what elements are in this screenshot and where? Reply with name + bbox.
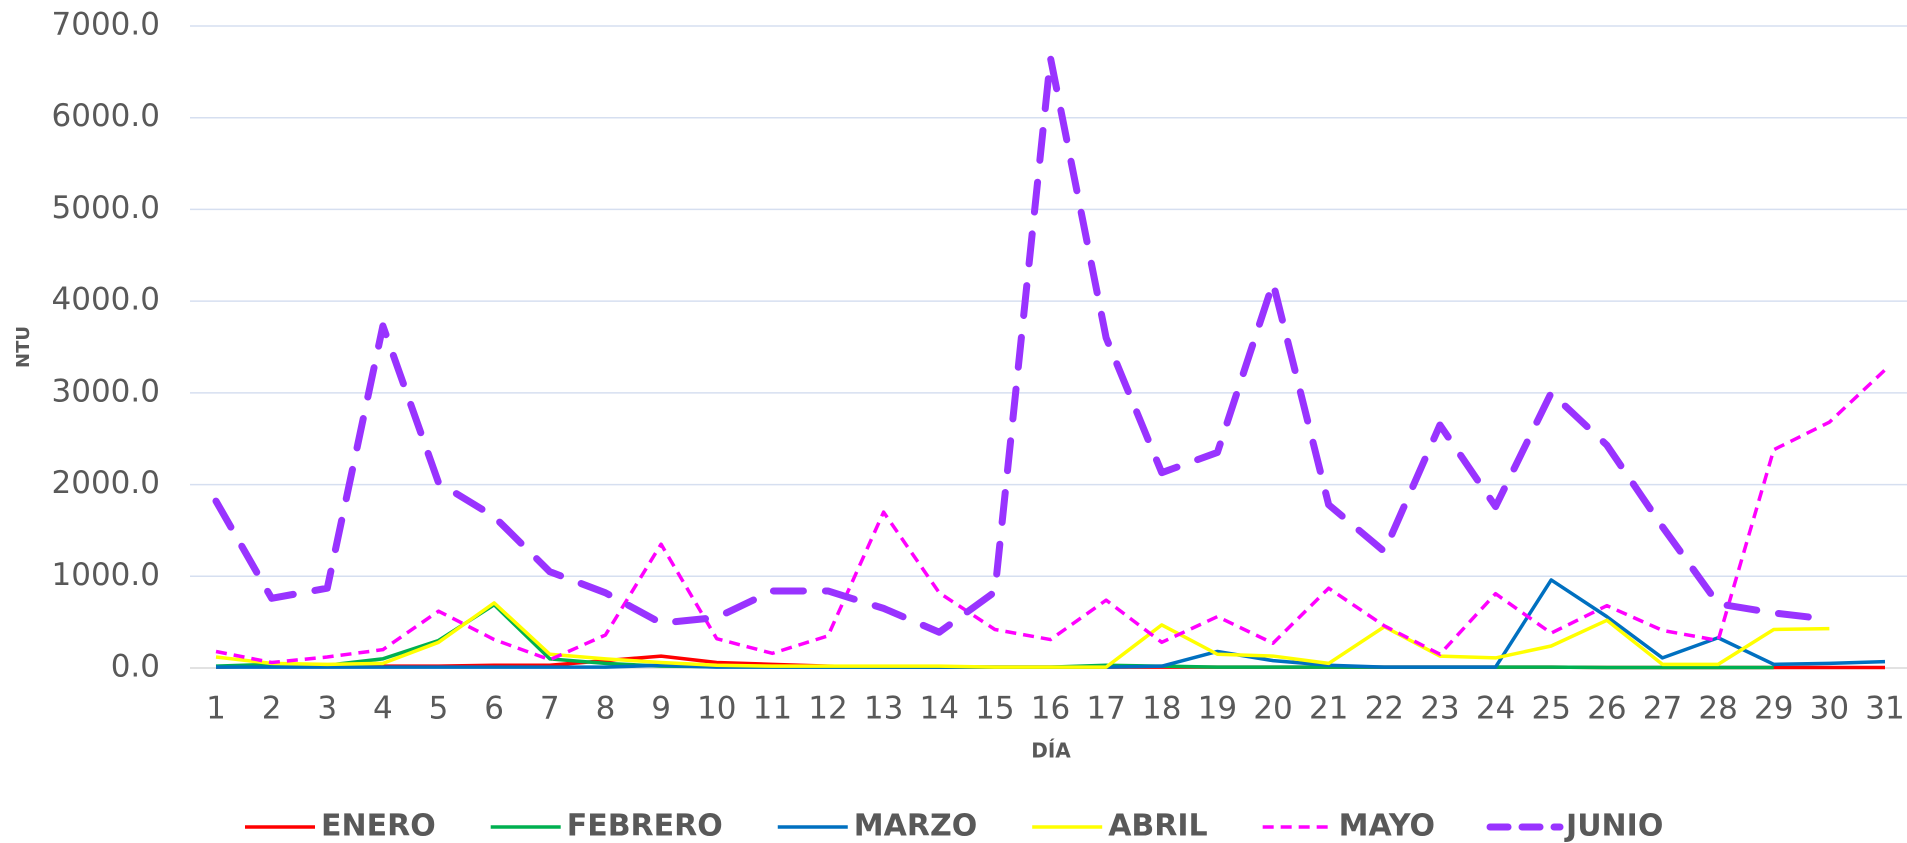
x-tick-label: 2 — [262, 691, 282, 727]
x-tick-label: 14 — [920, 691, 959, 727]
x-tick-label: 29 — [1754, 691, 1793, 727]
x-axis-label: DÍA — [1031, 739, 1071, 763]
x-tick-label: 4 — [373, 691, 393, 727]
y-tick-label: 3000.0 — [52, 373, 160, 409]
x-tick-label: 23 — [1420, 691, 1459, 727]
x-tick-label: 24 — [1476, 691, 1515, 727]
x-tick-label: 21 — [1309, 691, 1348, 727]
legend-label: FEBRERO — [567, 809, 723, 843]
y-tick-label: 6000.0 — [52, 98, 160, 134]
x-tick-label: 8 — [596, 691, 616, 727]
legend-label: JUNIO — [1564, 809, 1663, 843]
x-tick-label: 13 — [864, 691, 903, 727]
y-tick-label: 7000.0 — [52, 7, 160, 43]
legend-label: MARZO — [854, 809, 977, 843]
x-tick-label: 20 — [1253, 691, 1292, 727]
y-tick-label: 1000.0 — [52, 557, 160, 593]
series-line — [215, 368, 1887, 665]
y-tick-label: 0.0 — [111, 649, 160, 685]
x-tick-label: 16 — [1031, 691, 1070, 727]
x-tick-label: 17 — [1086, 691, 1125, 727]
x-tick-label: 6 — [484, 691, 504, 727]
x-tick-label: 31 — [1865, 691, 1904, 727]
x-tick-label: 12 — [808, 691, 847, 727]
x-tick-label: 11 — [753, 691, 792, 727]
x-tick-label: 22 — [1365, 691, 1404, 727]
x-tick-label: 5 — [429, 691, 449, 727]
legend-label: MAYO — [1339, 809, 1435, 843]
legend-label: ABRIL — [1108, 809, 1207, 843]
x-tick-label: 15 — [975, 691, 1014, 727]
series-line — [212, 54, 1833, 636]
x-tick-label: 25 — [1531, 691, 1570, 727]
y-tick-label: 5000.0 — [52, 190, 160, 226]
x-tick-label: 10 — [697, 691, 736, 727]
x-tick-label: 19 — [1198, 691, 1237, 727]
y-axis-label: NTU — [13, 326, 34, 368]
x-tick-label: 9 — [651, 691, 671, 727]
x-tick-label: 1 — [206, 691, 226, 727]
x-tick-label: 3 — [317, 691, 337, 727]
x-tick-label: 18 — [1142, 691, 1181, 727]
x-tick-label: 27 — [1643, 691, 1682, 727]
x-tick-label: 26 — [1587, 691, 1626, 727]
x-tick-label: 30 — [1810, 691, 1849, 727]
x-tick-label: 28 — [1698, 691, 1737, 727]
y-tick-label: 2000.0 — [52, 465, 160, 501]
series-line — [215, 601, 1830, 669]
x-tick-label: 7 — [540, 691, 560, 727]
legend-label: ENERO — [321, 809, 436, 843]
y-tick-label: 4000.0 — [52, 282, 160, 318]
